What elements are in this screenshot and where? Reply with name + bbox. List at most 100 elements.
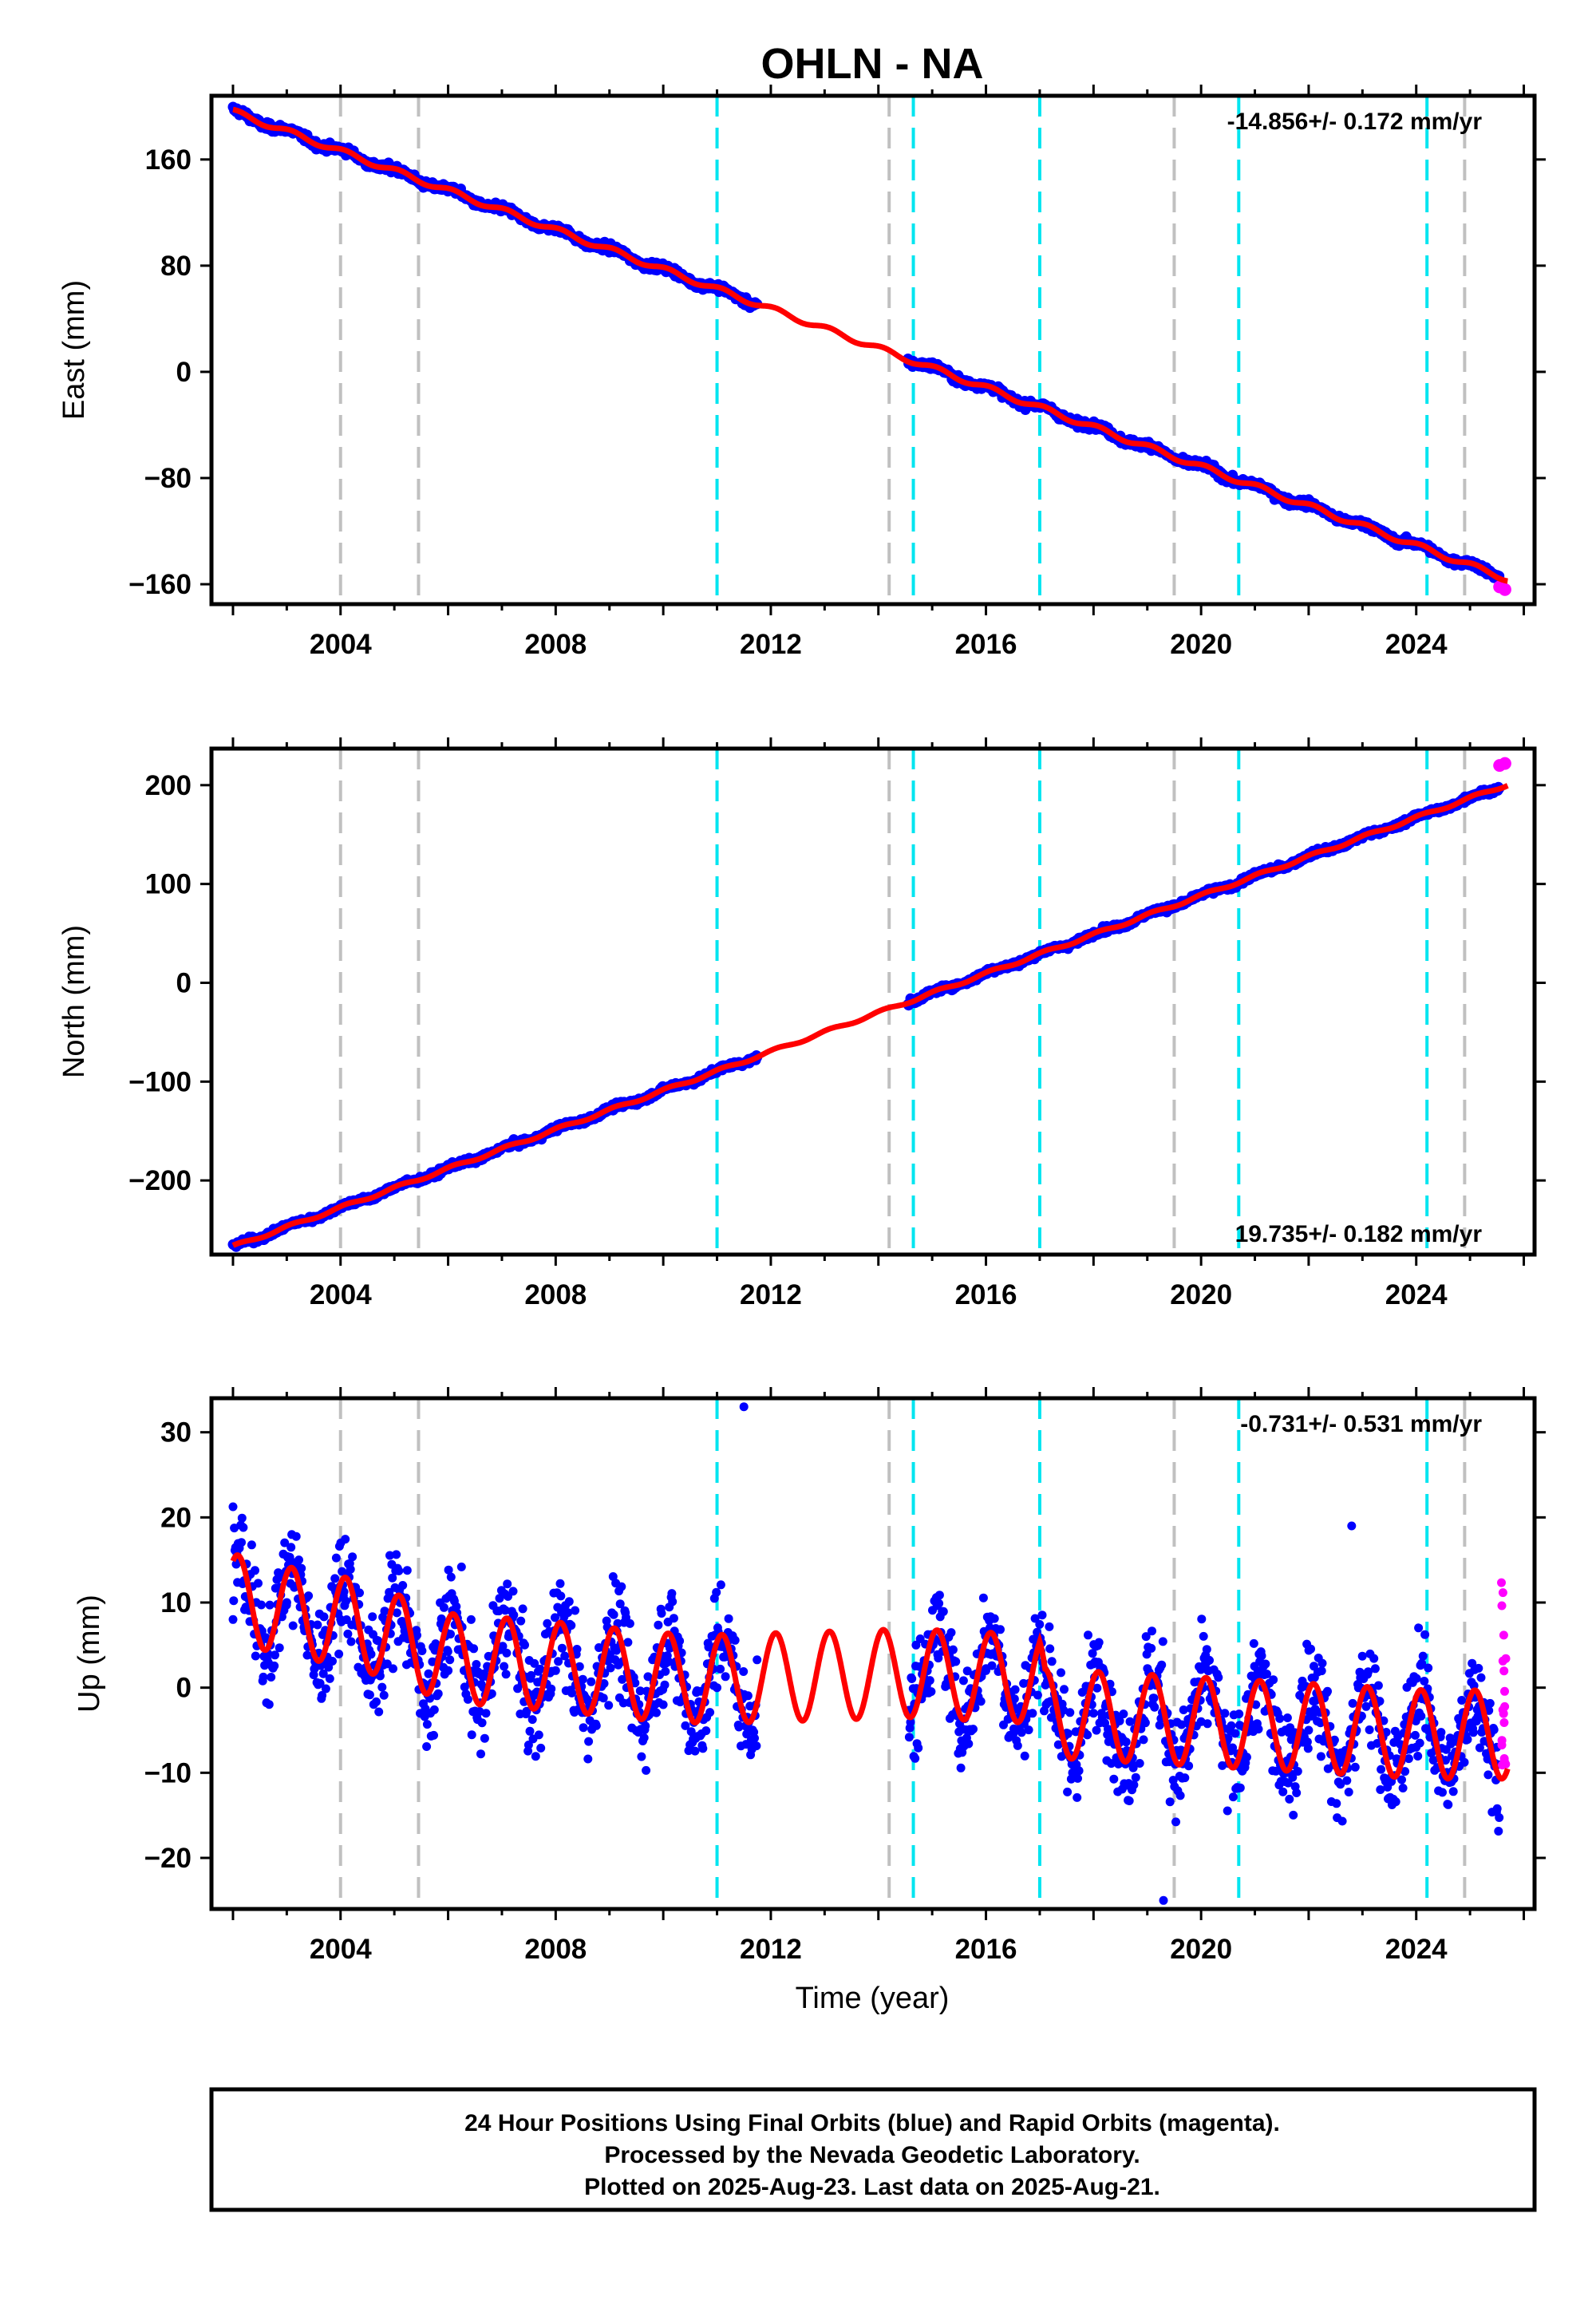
final-orbit-point — [343, 1629, 353, 1638]
final-orbit-point — [926, 1687, 936, 1697]
final-orbit-point — [264, 1700, 274, 1709]
final-orbit-point — [1149, 1694, 1159, 1703]
final-orbit-point — [325, 1674, 334, 1683]
final-orbit-point — [925, 1676, 934, 1686]
chart-title: OHLN - NA — [761, 40, 984, 88]
final-orbit-point — [251, 1651, 260, 1661]
x-tick-label: 2020 — [1170, 1279, 1232, 1310]
final-orbit-point — [1063, 1787, 1073, 1796]
final-orbit-point — [996, 1625, 1005, 1634]
final-orbit-point — [1057, 1668, 1065, 1678]
final-orbit-point — [503, 1579, 512, 1589]
final-orbit-point — [690, 1746, 700, 1756]
final-orbit-point — [377, 1682, 387, 1692]
final-orbit-point — [556, 1591, 566, 1601]
plot-area — [227, 96, 1511, 604]
final-orbit-point — [1158, 1637, 1167, 1646]
final-orbit-point — [657, 1609, 666, 1618]
final-orbit-point — [1073, 1792, 1082, 1802]
final-orbit-point — [716, 1664, 725, 1674]
final-orbit-point — [1045, 1622, 1054, 1631]
final-orbit-point — [439, 1603, 448, 1612]
final-orbit-point — [990, 1614, 999, 1623]
y-tick-label: 200 — [145, 770, 192, 801]
plot-area — [227, 749, 1511, 1255]
final-orbit-point — [1214, 1673, 1223, 1682]
final-orbit-point — [669, 1614, 678, 1623]
final-orbit-point — [368, 1612, 377, 1622]
final-orbit-point — [433, 1689, 443, 1698]
final-orbit-point — [753, 1655, 762, 1665]
final-orbit-point — [564, 1597, 574, 1607]
final-orbit-point — [584, 1737, 594, 1746]
final-orbit-point — [1024, 1725, 1033, 1735]
final-orbit-point — [712, 1587, 721, 1597]
final-orbit-point — [1228, 1792, 1238, 1802]
final-orbit-point — [286, 1543, 296, 1552]
final-orbit-point — [294, 1555, 303, 1565]
final-orbit-point — [437, 1614, 446, 1623]
y-axis-label: North (mm) — [57, 925, 91, 1078]
final-orbit-point — [374, 1707, 384, 1717]
model-fit-line — [231, 783, 1509, 1248]
final-orbit-point — [724, 1614, 733, 1623]
final-orbit-point — [705, 1708, 715, 1717]
final-orbit-point — [639, 1733, 649, 1742]
final-orbit-point — [1223, 1806, 1232, 1816]
final-orbit-point — [389, 1664, 397, 1674]
x-tick-label: 2024 — [1385, 629, 1448, 660]
final-orbit-point — [334, 1650, 344, 1658]
final-orbit-point — [342, 1596, 350, 1606]
final-orbit-point — [429, 1705, 439, 1714]
final-orbit-point — [591, 1721, 601, 1730]
final-orbit-point — [1139, 1735, 1148, 1745]
final-orbit-point — [907, 1674, 917, 1683]
final-orbit-point — [1035, 1619, 1045, 1629]
final-orbit-point — [1020, 1751, 1029, 1761]
final-orbit-point — [1010, 1685, 1020, 1694]
x-tick-label: 2024 — [1385, 1279, 1448, 1310]
final-orbit-point — [379, 1690, 389, 1700]
final-orbit-point — [1220, 1709, 1230, 1718]
final-orbit-point — [1033, 1690, 1042, 1700]
final-orbit-point — [422, 1720, 432, 1729]
final-orbit-point — [229, 1596, 239, 1606]
final-orbit-point — [1109, 1774, 1119, 1784]
final-orbit-point — [978, 1593, 988, 1603]
rapid-orbits-series — [1493, 757, 1511, 773]
final-orbit-point — [1124, 1796, 1134, 1805]
final-orbit-point — [502, 1648, 512, 1658]
final-orbit-point — [270, 1661, 279, 1670]
final-orbit-point — [555, 1579, 565, 1588]
final-orbit-point — [547, 1684, 556, 1694]
final-orbit-point — [752, 1741, 761, 1751]
final-orbit-point — [331, 1553, 341, 1563]
final-orbit-point — [330, 1574, 340, 1583]
final-orbit-point — [392, 1550, 401, 1559]
final-orbit-point — [422, 1742, 432, 1751]
final-orbit-point — [1065, 1708, 1075, 1717]
rapid-orbits-series — [1493, 580, 1511, 596]
final-orbit-point — [934, 1591, 944, 1600]
final-orbit-point — [668, 1597, 678, 1607]
final-orbit-point — [1037, 1611, 1047, 1620]
final-orbit-point — [525, 1726, 535, 1736]
final-orbit-point — [341, 1535, 350, 1544]
final-orbit-point — [398, 1581, 408, 1590]
final-orbit-point — [598, 1694, 608, 1703]
final-orbit-point — [346, 1564, 355, 1574]
final-orbit-point — [1171, 1817, 1180, 1827]
final-orbit-point — [951, 1657, 961, 1666]
final-orbit-point — [567, 1621, 576, 1630]
final-orbit-point — [904, 1733, 914, 1742]
x-tick-label: 2004 — [310, 629, 372, 660]
final-orbit-point — [1140, 1718, 1150, 1728]
final-orbit-point — [251, 1566, 259, 1575]
x-tick-label: 2016 — [955, 1279, 1017, 1310]
final-orbit-point — [394, 1566, 404, 1575]
final-orbit-point — [1227, 1721, 1236, 1730]
final-orbit-point — [948, 1645, 958, 1654]
